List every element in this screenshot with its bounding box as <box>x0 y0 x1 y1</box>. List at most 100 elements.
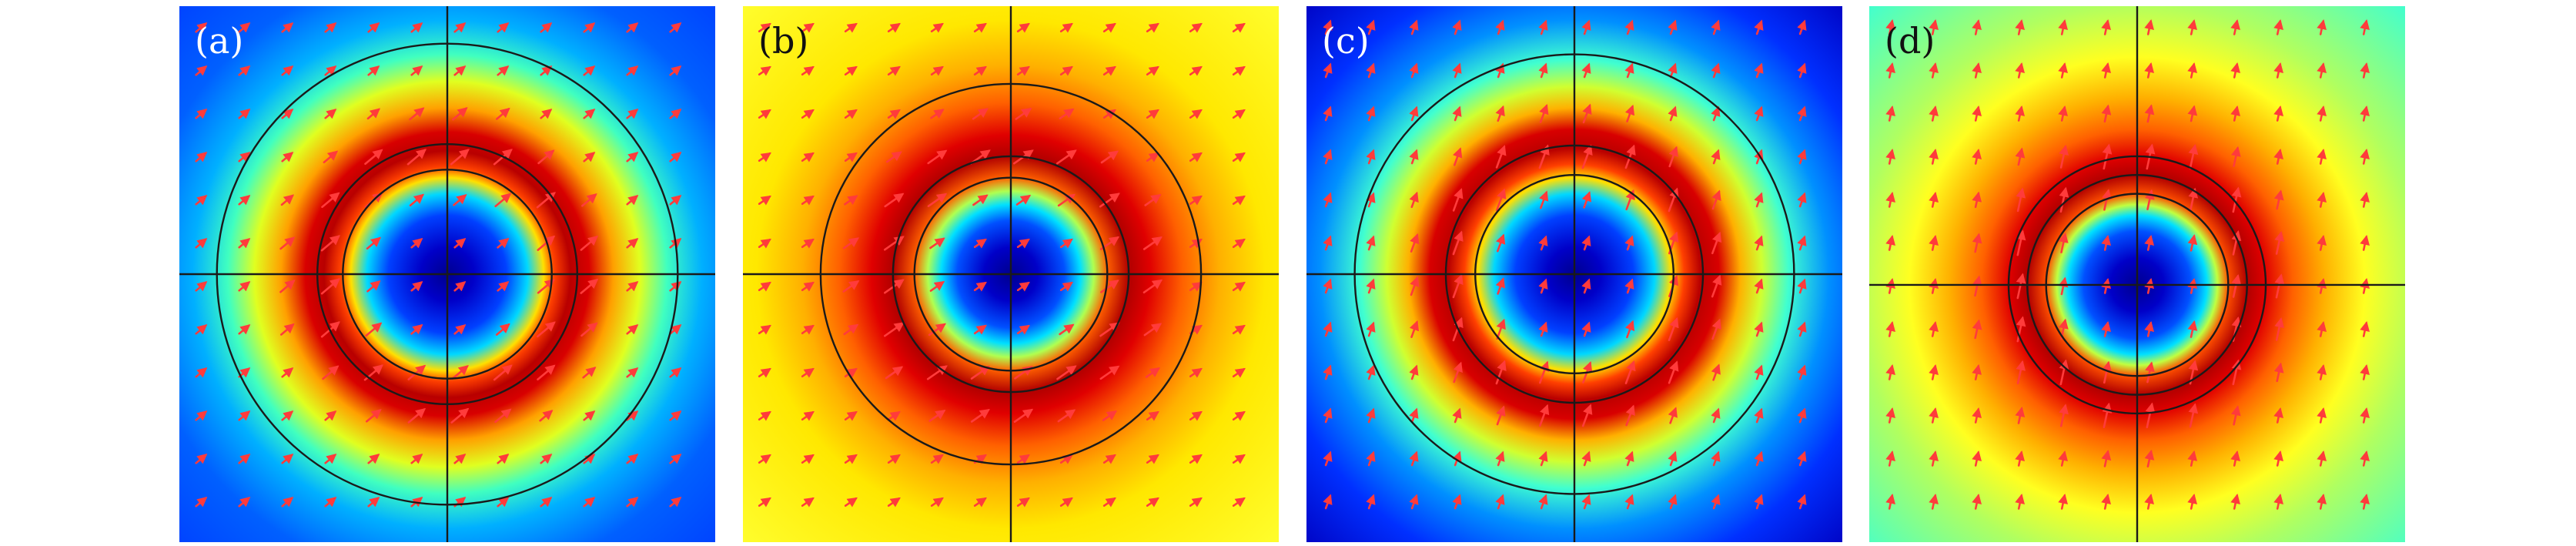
polarization-arrow <box>928 410 946 422</box>
polarization-arrow <box>1495 494 1505 510</box>
polarization-arrow <box>1452 62 1462 79</box>
polarization-arrow <box>1323 62 1333 79</box>
polarization-arrow <box>238 22 251 33</box>
polarization-arrow <box>280 323 295 336</box>
polarization-arrow <box>758 281 771 292</box>
polarization-arrow <box>238 454 251 464</box>
polarization-arrow <box>1323 235 1333 251</box>
polarization-arrow <box>1366 407 1376 424</box>
polarization-arrow <box>2360 191 2370 208</box>
polarization-arrow <box>2187 277 2198 294</box>
polarization-arrow <box>580 278 599 294</box>
polarization-arrow <box>1711 19 1721 35</box>
polarization-arrow <box>238 152 251 162</box>
polarization-arrow <box>1323 321 1333 337</box>
polarization-arrow <box>1885 148 1896 165</box>
polarization-arrow <box>1668 19 1678 35</box>
polarization-arrow <box>1797 321 1807 337</box>
polarization-arrow <box>1016 324 1030 335</box>
polarization-arrow <box>323 150 339 164</box>
polarization-arrow <box>452 107 468 121</box>
polarization-arrow <box>1142 236 1163 250</box>
panel-label: (a) <box>195 20 244 62</box>
polarization-arrow <box>1232 454 1246 464</box>
polarization-arrow <box>2274 230 2285 255</box>
polarization-arrow <box>2317 493 2327 510</box>
polarization-arrow <box>450 407 470 424</box>
polarization-arrow <box>844 152 858 162</box>
polarization-arrow <box>1495 188 1507 212</box>
polarization-arrow <box>1366 451 1376 467</box>
polarization-arrow <box>582 367 597 379</box>
polarization-arrow <box>2101 104 2112 123</box>
polarization-arrow <box>2058 232 2069 253</box>
polarization-arrow <box>410 454 423 464</box>
polarization-arrow <box>453 324 467 335</box>
polarization-arrow <box>195 109 208 119</box>
polarization-arrow <box>536 321 556 338</box>
polarization-arrow <box>453 238 467 249</box>
polarization-arrow <box>1059 238 1073 249</box>
polarization-arrow <box>1099 322 1120 337</box>
polarization-arrow <box>1189 65 1203 76</box>
polarization-arrow <box>1797 494 1807 510</box>
polarization-arrow <box>844 367 858 378</box>
polarization-arrow <box>929 237 945 250</box>
polarization-arrow <box>2101 18 2112 35</box>
polarization-arrow <box>1754 149 1764 165</box>
polarization-arrow <box>1885 18 1896 35</box>
polarization-arrow <box>2273 362 2284 383</box>
polarization-arrow <box>1323 192 1333 208</box>
polarization-arrow <box>801 195 815 206</box>
polarization-arrow <box>2274 273 2285 299</box>
polarization-arrow <box>1189 22 1203 33</box>
polarization-arrow <box>1057 193 1076 207</box>
polarization-arrow <box>929 280 945 292</box>
polarization-arrow <box>1668 317 1679 342</box>
polarization-arrow <box>758 454 771 464</box>
polarization-arrow <box>884 236 905 251</box>
polarization-arrow <box>1885 234 1896 251</box>
polarization-arrow <box>1754 278 1764 294</box>
polarization-arrow <box>1409 149 1419 165</box>
polarization-arrow <box>1016 65 1030 76</box>
polarization-arrow <box>1409 451 1419 467</box>
polarization-arrow <box>886 151 902 163</box>
polarization-arrow <box>2188 187 2199 213</box>
polarization-arrow <box>1409 407 1419 424</box>
ring-circle-2 <box>892 155 1130 394</box>
polarization-arrow <box>1495 451 1505 467</box>
polarization-arrow <box>1452 451 1462 467</box>
polarization-arrow <box>1232 109 1246 119</box>
polarization-arrow <box>1754 19 1764 35</box>
polarization-arrow <box>281 497 294 507</box>
polarization-arrow <box>1232 367 1246 378</box>
polarization-arrow <box>1581 191 1591 209</box>
polarization-arrow <box>2273 62 2284 79</box>
polarization-arrow <box>626 109 639 119</box>
polarization-arrow <box>1452 494 1462 510</box>
polarization-arrow <box>1668 146 1678 168</box>
polarization-arrow <box>973 238 987 249</box>
polarization-arrow <box>2058 105 2069 122</box>
polarization-arrow <box>495 107 510 120</box>
polarization-arrow <box>366 409 382 423</box>
polarization-arrow <box>539 410 554 422</box>
polarization-arrow <box>409 193 424 207</box>
polarization-arrow <box>2230 146 2241 167</box>
polarization-arrow <box>364 149 383 166</box>
polarization-arrow <box>453 454 467 464</box>
polarization-arrow <box>1885 493 1896 510</box>
polarization-arrow <box>669 195 682 206</box>
polarization-arrow <box>2360 363 2370 380</box>
polarization-arrow <box>1366 149 1376 165</box>
ring-circle-2 <box>1444 144 1705 404</box>
polarization-arrow <box>367 454 380 464</box>
polarization-arrow <box>2015 406 2026 424</box>
polarization-arrow <box>238 195 251 206</box>
polarization-arrow <box>1102 22 1116 33</box>
polarization-arrow <box>1189 109 1203 119</box>
polarization-arrow <box>2360 450 2370 467</box>
polarization-arrow <box>493 364 513 381</box>
polarization-arrow <box>1668 360 1679 384</box>
